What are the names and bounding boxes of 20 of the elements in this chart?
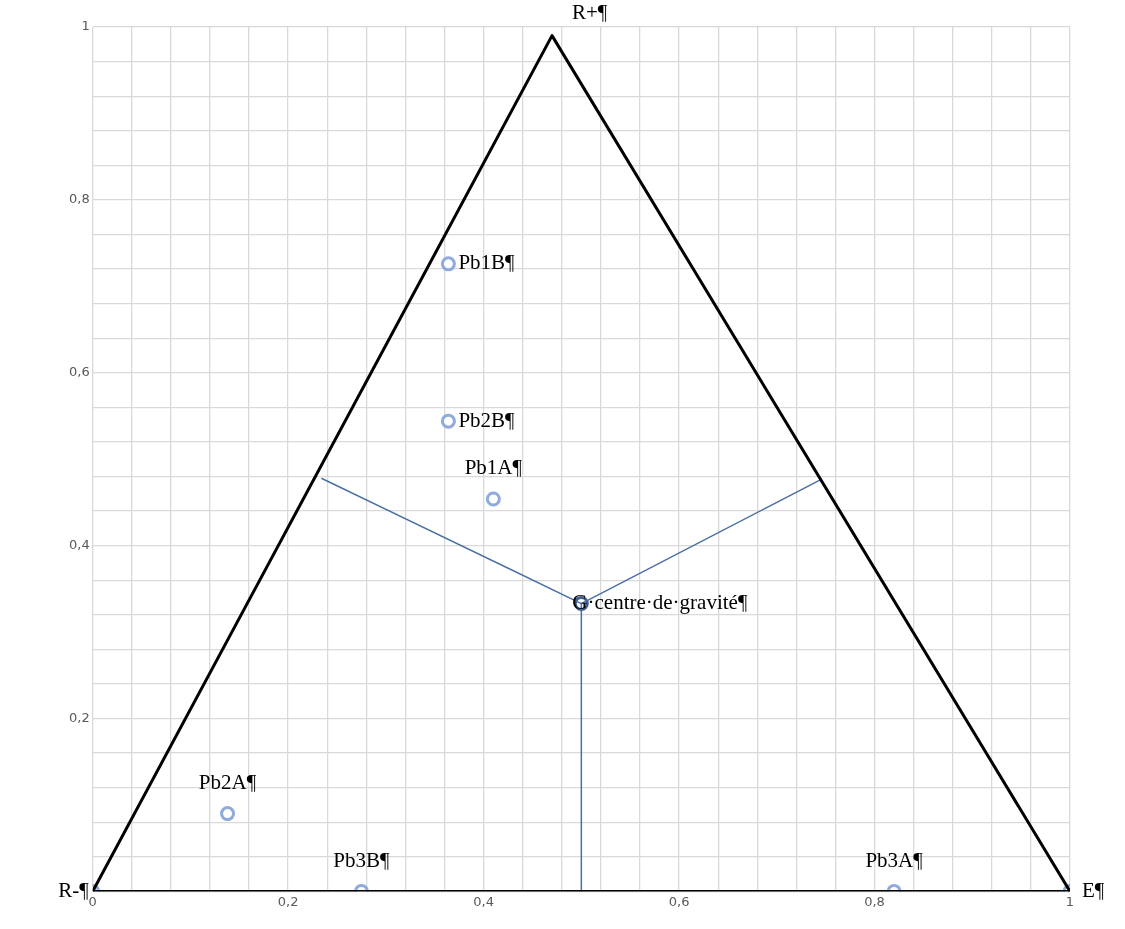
x-tick-label: 0,4 xyxy=(473,893,494,909)
y-tick-label: 0,2 xyxy=(68,709,90,725)
annotation: R+¶ xyxy=(572,0,608,25)
annotation: E¶ xyxy=(1082,877,1105,902)
x-tick-label: 1 xyxy=(1065,893,1075,909)
y-tick-label: 1 xyxy=(81,18,90,34)
annotation: Pb2A¶ xyxy=(198,770,257,795)
annotation: Pb2B¶ xyxy=(458,407,516,432)
annotation: Pb3B¶ xyxy=(333,847,391,872)
annotation: R-¶ xyxy=(58,877,90,902)
x-tick-label: 0 xyxy=(88,893,97,909)
x-tick-label: 0,2 xyxy=(277,893,299,909)
y-tick-label: 0,6 xyxy=(68,364,90,380)
x-tick-label: 0,8 xyxy=(864,893,885,909)
annotation: Pb1B¶ xyxy=(458,250,516,275)
annotation: Pb1A¶ xyxy=(464,455,523,480)
y-tick-label: 0,8 xyxy=(68,191,90,207)
annotation: Pb3A¶ xyxy=(865,847,924,872)
x-tick-label: 0,6 xyxy=(668,893,690,909)
y-tick-label: 0,4 xyxy=(68,537,90,553)
